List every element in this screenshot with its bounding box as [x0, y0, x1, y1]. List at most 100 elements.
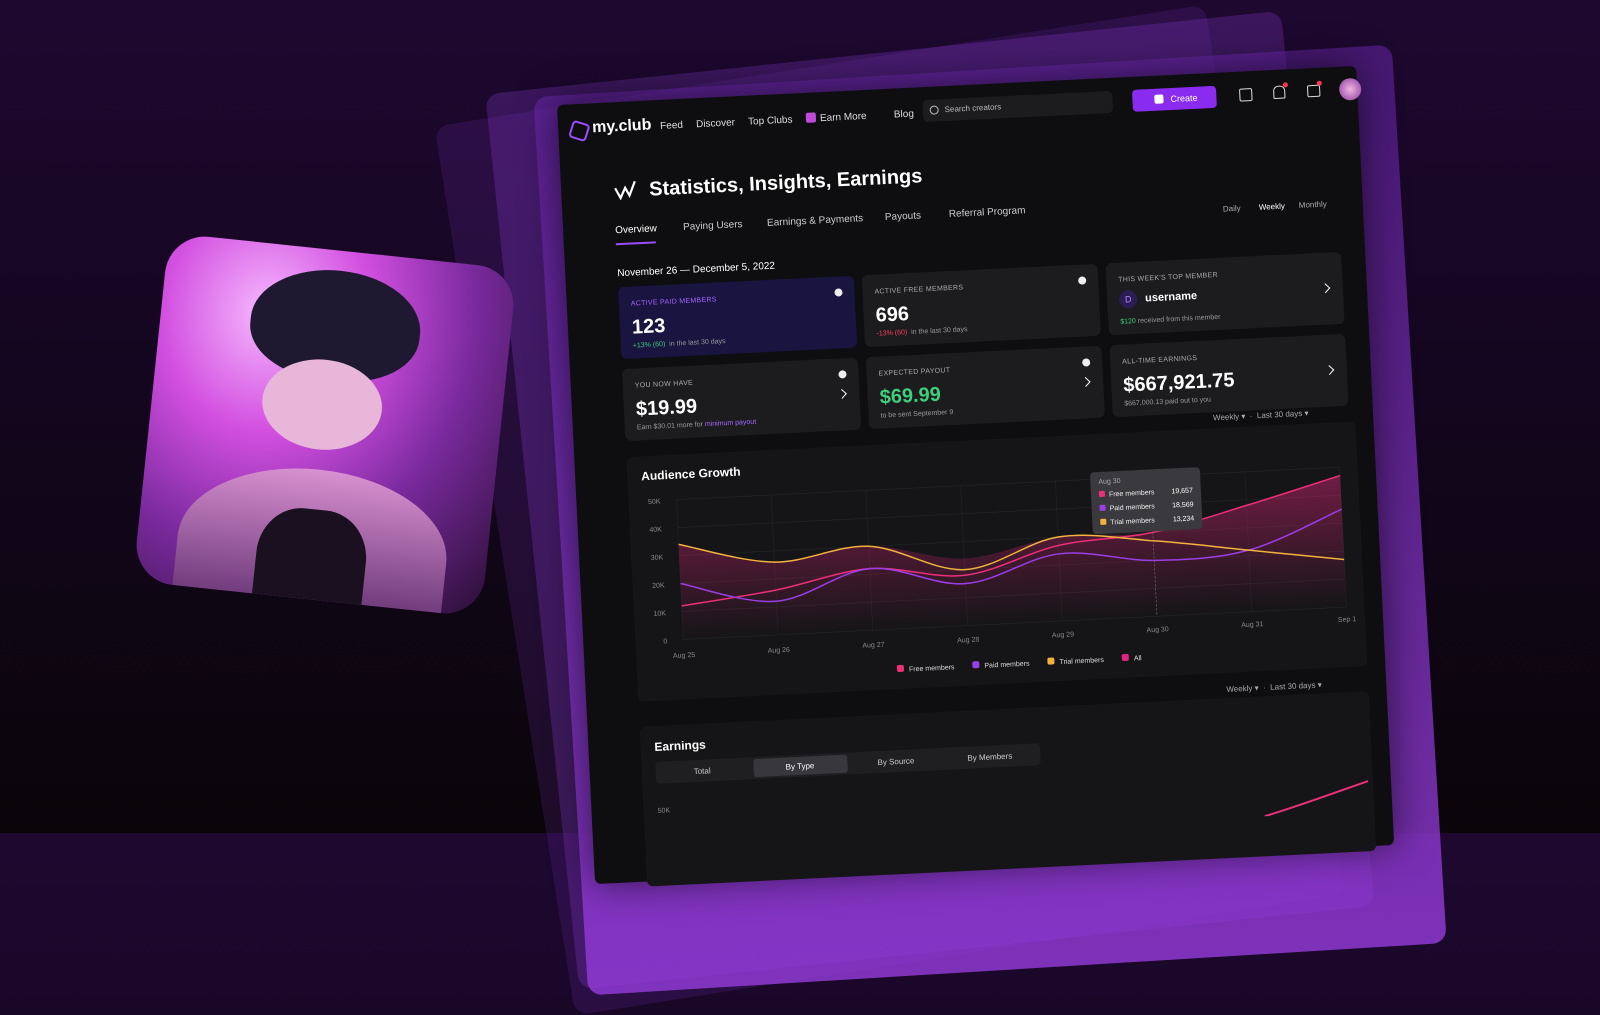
period[interactable]: Monthly [1298, 199, 1327, 210]
y-tick-label: 40K [649, 526, 662, 534]
interval: Weekly [1226, 683, 1253, 694]
card-label: EXPECTED PAYOUT [878, 367, 951, 378]
grid-line [676, 466, 1340, 500]
gift-icon [1154, 94, 1164, 104]
interval-select[interactable]: Weekly ▾ · Last 30 days ▾ [1226, 680, 1322, 694]
card-label: ACTIVE FREE MEMBERS [874, 284, 964, 296]
date-range: November 26 — December 5, 2022 [617, 260, 776, 280]
segment[interactable]: By Source [877, 756, 915, 768]
y-tick-label: 20K [652, 582, 665, 590]
segment[interactable]: By Type [785, 761, 815, 772]
logo-icon [568, 119, 591, 143]
x-tick-label: Aug 29 [1052, 631, 1075, 639]
info-icon[interactable] [1078, 276, 1087, 285]
tooltip-name: Trial members [1110, 517, 1155, 526]
line [681, 474, 1341, 607]
x-tick-label: Aug 26 [768, 647, 791, 655]
bell-icon[interactable] [1272, 85, 1286, 99]
card[interactable]: THIS WEEK'S TOP MEMBER D username $120 r… [1105, 251, 1345, 336]
card-value: 123 [631, 314, 666, 339]
y-tick-label: 50K [657, 807, 671, 815]
link[interactable]: minimum payout [704, 418, 757, 429]
range: Last 30 days [1269, 680, 1316, 692]
grid-line [677, 494, 1342, 528]
chat-icon[interactable] [1306, 84, 1321, 98]
card-label: THIS WEEK'S TOP MEMBER [1118, 271, 1219, 284]
card-note: $667,000.13 paid out to you [1124, 396, 1212, 408]
area [678, 475, 1347, 640]
create-button[interactable]: Create [1131, 85, 1217, 112]
info-icon[interactable] [834, 288, 843, 297]
logo[interactable]: my.club [591, 116, 652, 137]
photo [132, 232, 518, 618]
tooltip-value: 19,657 [1171, 487, 1193, 495]
card-note: +13% (60) in the last 30 days [633, 338, 726, 350]
card-value: $667,921.75 [1122, 369, 1236, 397]
card: ACTIVE FREE MEMBERS 696 -13% (60) in the… [861, 263, 1101, 348]
curve [1264, 780, 1369, 817]
tab[interactable]: Paying Users [682, 219, 743, 233]
card[interactable]: ALL-TIME EARNINGS $667,921.75 $667,000.1… [1109, 333, 1349, 418]
y-tick-label: 10K [653, 610, 666, 618]
x-tick-label: Aug 25 [673, 652, 696, 660]
earnings-panel: Earnings Total By Type By Source By Memb… [639, 691, 1377, 887]
segmented-control: Total By Type By Source By Members [655, 743, 1041, 784]
card-label: ACTIVE PAID MEMBERS [630, 296, 717, 308]
tab[interactable]: Earnings & Payments [766, 213, 864, 229]
card-note: -13% (60) in the last 30 days [876, 326, 967, 337]
card-label: ALL-TIME EARNINGS [1122, 355, 1198, 366]
segment[interactable]: By Members [967, 751, 1013, 763]
period[interactable]: Daily [1222, 203, 1241, 214]
tooltip-swatch [1099, 504, 1106, 511]
x-tick-label: Sep 1 [1338, 616, 1357, 624]
card[interactable]: EXPECTED PAYOUT $69.99 to be sent Septem… [865, 345, 1105, 430]
note: Earn $30.01 more for [636, 421, 704, 432]
change: +13% (60) [632, 340, 666, 350]
amount: $120 [1120, 317, 1137, 326]
arrow [1080, 377, 1091, 387]
legend-swatch [896, 664, 905, 672]
tab-underline [615, 241, 656, 246]
page-title: Statistics, Insights, Earnings [648, 165, 923, 201]
tooltip-swatch [1100, 518, 1107, 525]
card-note: $120 received from this member [1120, 314, 1221, 326]
tab[interactable]: Payouts [884, 210, 922, 224]
change: -13% (60) [876, 329, 908, 338]
badge [1282, 82, 1289, 88]
legend-label: Trial members [1059, 657, 1104, 666]
segment[interactable]: Total [693, 766, 711, 777]
nav-link[interactable]: Earn More [819, 110, 867, 125]
chart-title: Audience Growth [641, 464, 741, 483]
note: in the last 30 days [669, 338, 726, 348]
tab[interactable]: Overview [614, 223, 658, 237]
badge [1316, 80, 1322, 86]
period[interactable]: Weekly [1258, 201, 1286, 212]
search-box[interactable]: Search creators [922, 90, 1114, 123]
panel-title: Earnings [654, 737, 707, 754]
calendar-icon[interactable] [1239, 88, 1253, 102]
x-tick-label: Aug 30 [1146, 626, 1169, 634]
info-icon[interactable] [1082, 358, 1091, 367]
note: received from this member [1137, 313, 1221, 325]
search-placeholder: Search creators [944, 102, 1002, 115]
member-name: username [1144, 289, 1198, 305]
tooltip-bg [1090, 467, 1203, 535]
tooltip-name: Free members [1109, 489, 1155, 498]
nav-link[interactable]: Discover [695, 117, 736, 131]
info-icon[interactable] [838, 370, 847, 379]
nav-link[interactable]: Top Clubs [747, 114, 793, 128]
card-value: $19.99 [635, 395, 698, 421]
gift-icon [805, 112, 817, 123]
card-label: YOU NOW HAVE [634, 379, 694, 390]
crosshair [1149, 476, 1158, 617]
nav-link[interactable]: Feed [659, 119, 684, 132]
card[interactable]: YOU NOW HAVE $19.99 Earn $30.01 more for… [621, 357, 862, 442]
tab[interactable]: Referral Program [948, 205, 1026, 220]
tooltip-value: 13,234 [1173, 515, 1195, 523]
line [678, 534, 1345, 571]
y-tick-label: 50K [648, 498, 661, 506]
nav-link[interactable]: Blog [893, 108, 915, 121]
card-value: 696 [875, 303, 910, 327]
tooltip-value: 18,569 [1172, 501, 1194, 509]
